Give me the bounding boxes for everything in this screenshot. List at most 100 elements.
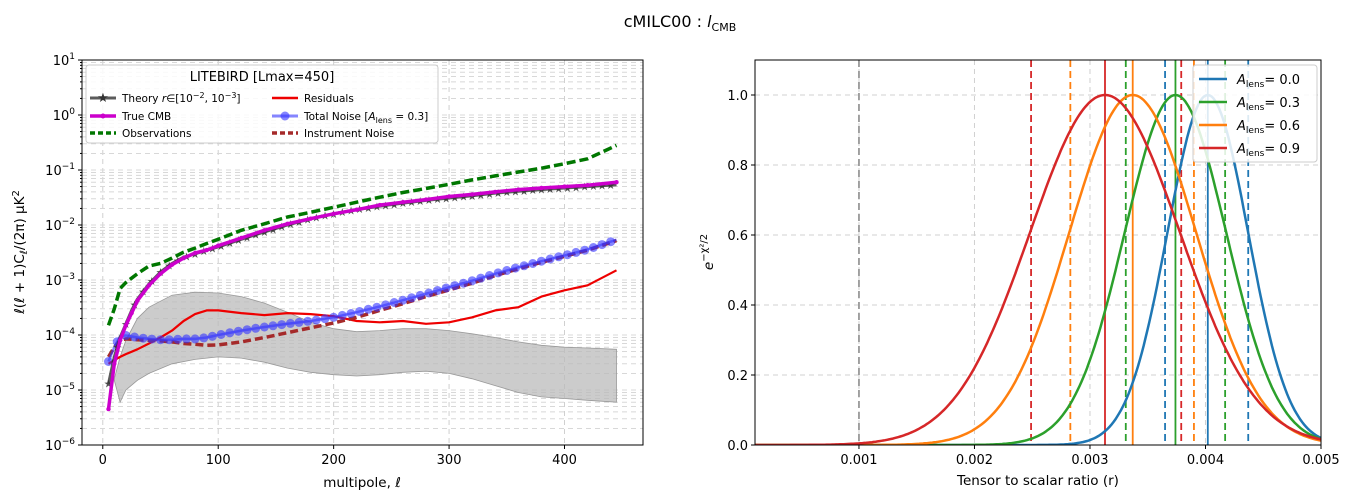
right-legend-label: Alens= 0.9 [1236, 142, 1300, 159]
noise-band [113, 291, 617, 404]
totnoise-point [259, 322, 269, 332]
totnoise-point [398, 295, 408, 305]
true-point [562, 184, 567, 189]
totnoise-point [562, 250, 572, 260]
left-y-tick-label: 10−5 [45, 382, 75, 399]
theory-point: ★ [571, 181, 581, 194]
totnoise-point [415, 290, 425, 300]
theory-point: ★ [493, 187, 503, 200]
right-x-tick-label: 0.003 [1071, 453, 1108, 468]
right-x-tick-label: 0.001 [840, 453, 877, 468]
totnoise-point [337, 310, 347, 320]
totnoise-point [216, 330, 226, 339]
totnoise-point [502, 266, 512, 275]
right-legend-box [1192, 64, 1318, 163]
totnoise-point [164, 335, 174, 345]
theory-point: ★ [476, 189, 486, 202]
totnoise-point [277, 320, 287, 330]
left-ticks: 0 100 200 300 400 10−6 10−5 10−4 10−3 10−2 10−1 100… [45, 52, 577, 468]
totnoise-point [372, 302, 382, 312]
totnoise-point [251, 323, 261, 333]
likelihood-curve [755, 93, 1321, 445]
true-point [400, 200, 406, 205]
totnoise-point [225, 328, 235, 338]
right-legend-label: Alens= 0.0 [1236, 73, 1300, 90]
true-point [423, 197, 429, 202]
totnoise-point [104, 357, 113, 366]
true-point [239, 235, 244, 241]
true-point [204, 247, 209, 253]
totnoise-point [285, 318, 295, 328]
totnoise-point [268, 321, 278, 331]
right-x-label: Tensor to scalar ratio (r) [956, 473, 1119, 489]
totnoise-point [441, 283, 451, 293]
right-y-tick-label: 0.4 [727, 299, 748, 314]
left-y-tick-label: 100 [53, 107, 76, 124]
true-point [112, 361, 117, 366]
right-bound-lines [858, 60, 1250, 445]
theory-point: ★ [104, 378, 114, 391]
left-x-tick-label: 200 [321, 453, 346, 468]
theory-point: ★ [562, 182, 572, 195]
totnoise-point [510, 263, 520, 273]
theory-point: ★ [485, 188, 495, 201]
left-frame [81, 59, 644, 446]
left-y-label: ℓ(ℓ + 1)Cℓ/(2π) μK2 [11, 190, 30, 315]
totnoise-point [519, 261, 529, 271]
totnoise-point [363, 304, 373, 314]
totnoise-point [450, 281, 460, 291]
legend-title: LITEBIRD [Lmax=450] [190, 70, 335, 85]
true-point [493, 189, 498, 195]
left-x-tick-label: 400 [552, 453, 577, 468]
legend-true-label: True CMB [121, 111, 171, 123]
right-y-tick-label: 1.0 [727, 89, 748, 104]
totnoise-point [311, 315, 321, 325]
totnoise-point [355, 307, 365, 316]
theory-point: ★ [580, 181, 590, 194]
theory-point: ★ [528, 184, 538, 197]
totnoise-point [597, 240, 607, 250]
true-line [106, 180, 617, 410]
totnoise-point [346, 309, 356, 318]
true-point [262, 228, 267, 233]
theory-point: ★ [545, 183, 555, 196]
right-ticks: 0.001 0.002 0.003 0.004 0.005 0.0 0.2 0.4 0.6 0.8… [727, 89, 1339, 468]
legend-true-marker [100, 113, 106, 119]
totnoise-point [182, 334, 191, 344]
right-y-tick-label: 0.6 [727, 229, 748, 244]
right-x-tick-label: 0.004 [1187, 453, 1224, 468]
right-x-tick-label: 0.002 [956, 453, 993, 468]
true-point [216, 243, 221, 248]
true-point [308, 216, 313, 221]
right-legend-label: Alens= 0.3 [1236, 96, 1300, 113]
left-legend: LITEBIRD [Lmax=450] ★ Theory r∈[10−2, 10… [85, 64, 439, 144]
totnoise-point [147, 334, 157, 344]
left-x-label: multipole, ℓ [323, 475, 401, 491]
left-legend-box [85, 64, 439, 144]
totnoise-point [536, 256, 546, 266]
true-point [192, 250, 198, 256]
theory-point: ★ [588, 180, 598, 193]
totnoise-point [580, 245, 590, 255]
totnoise-point [493, 268, 503, 278]
totnoise-point [156, 335, 165, 345]
true-point [470, 192, 475, 197]
true-point [181, 255, 186, 261]
totnoise-point [130, 332, 139, 342]
true-point [539, 185, 544, 191]
totnoise-point [459, 278, 468, 288]
right-y-tick-label: 0.8 [727, 159, 748, 174]
noise-band-area [113, 291, 617, 404]
theory-point: ★ [268, 223, 278, 236]
totnoise-point [424, 288, 434, 298]
left-y-tick-label: 101 [53, 52, 75, 69]
totnoise-point [381, 300, 391, 310]
obs-line [106, 143, 618, 326]
theory-point: ★ [606, 179, 616, 192]
theory-point: ★ [502, 186, 512, 199]
true-point [614, 180, 619, 185]
true-point [123, 323, 129, 328]
true-point [158, 271, 163, 276]
totnoise-point [294, 317, 304, 327]
true-point [117, 338, 123, 343]
